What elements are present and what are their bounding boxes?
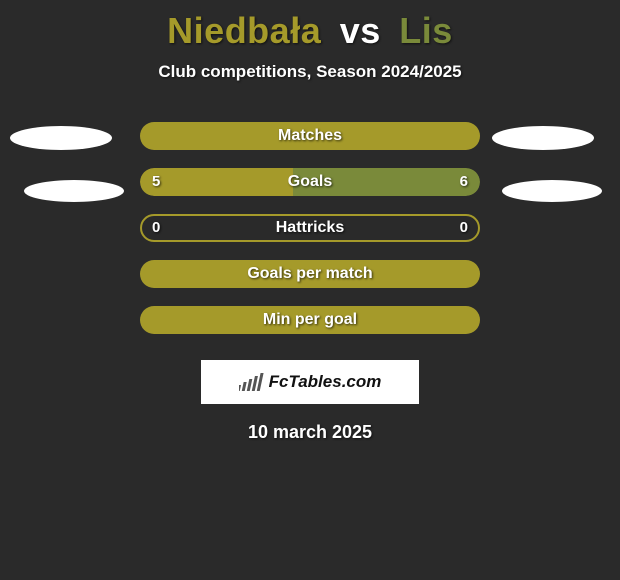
subtitle: Club competitions, Season 2024/2025 (0, 62, 620, 82)
stat-bar-track (140, 122, 480, 150)
date-text: 10 march 2025 (0, 422, 620, 443)
logo-inner: FcTables.com (239, 371, 382, 393)
player2-name: Lis (399, 10, 453, 51)
stat-bar-track (140, 168, 480, 196)
stat-rows: MatchesGoals56Hattricks00Goals per match… (0, 122, 620, 352)
logo-bars-icon (239, 371, 265, 393)
stat-bar-left-fill (140, 168, 293, 196)
stat-row: Hattricks00 (0, 214, 620, 260)
stat-value-right: 0 (460, 214, 468, 242)
vs-text: vs (340, 10, 381, 51)
comparison-title: Niedbała vs Lis (0, 0, 620, 52)
stat-bar-right-fill (293, 168, 480, 196)
stat-bar-track (140, 214, 480, 242)
logo-box: FcTables.com (201, 360, 419, 404)
stat-value-right: 6 (460, 168, 468, 196)
stat-row: Matches (0, 122, 620, 168)
player1-name: Niedbała (167, 10, 321, 51)
stat-row: Goals per match (0, 260, 620, 306)
stat-bar-track (140, 306, 480, 334)
stat-bar-track (140, 260, 480, 288)
stat-value-left: 5 (152, 168, 160, 196)
stat-value-left: 0 (152, 214, 160, 242)
logo-text: FcTables.com (269, 372, 382, 392)
stat-row: Goals56 (0, 168, 620, 214)
stat-row: Min per goal (0, 306, 620, 352)
